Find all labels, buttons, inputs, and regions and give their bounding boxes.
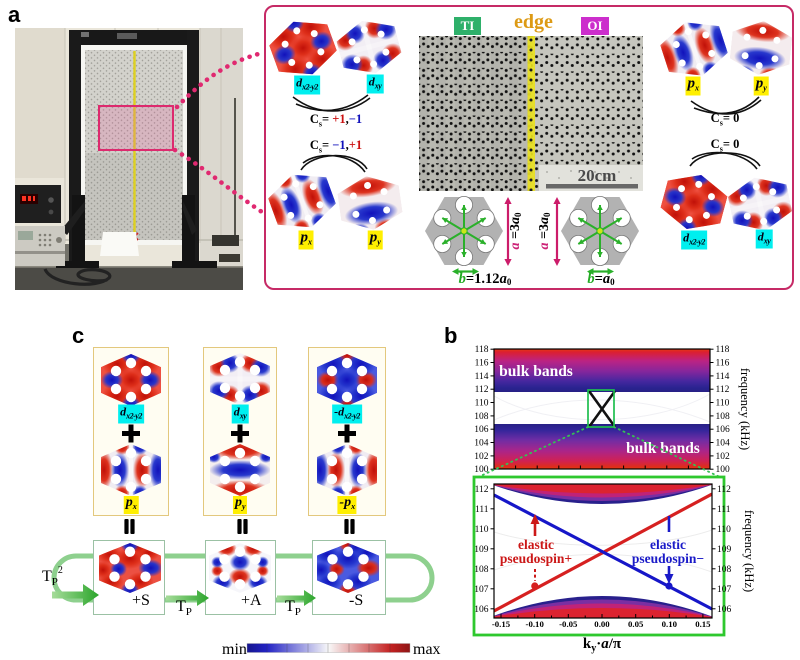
svg-text:0.10: 0.10 bbox=[662, 619, 678, 629]
svg-text:106: 106 bbox=[716, 425, 731, 435]
svg-text:bulk bands: bulk bands bbox=[626, 440, 700, 457]
svg-text:a =3a0: a =3a0 bbox=[537, 212, 552, 249]
svg-text:frequency (kHz): frequency (kHz) bbox=[742, 510, 756, 592]
svg-text:107: 107 bbox=[474, 585, 489, 595]
svg-text:111: 111 bbox=[475, 505, 489, 515]
svg-text:110: 110 bbox=[475, 525, 489, 535]
svg-text:pseudospin−: pseudospin− bbox=[632, 551, 704, 566]
svg-text:106: 106 bbox=[717, 605, 732, 615]
svg-text:elastic: elastic bbox=[650, 537, 686, 552]
svg-text:0.05: 0.05 bbox=[628, 619, 644, 629]
svg-text:104: 104 bbox=[716, 439, 731, 449]
svg-text:108: 108 bbox=[474, 565, 489, 575]
svg-text:112: 112 bbox=[716, 385, 730, 395]
svg-text:104: 104 bbox=[474, 439, 489, 449]
svg-text:107: 107 bbox=[717, 585, 732, 595]
svg-text:106: 106 bbox=[474, 605, 489, 615]
svg-text:114: 114 bbox=[716, 372, 730, 382]
svg-text:frequency (kHz): frequency (kHz) bbox=[738, 368, 752, 450]
svg-text:118: 118 bbox=[716, 345, 730, 355]
svg-text:100: 100 bbox=[474, 465, 489, 475]
svg-text:0.00: 0.00 bbox=[594, 619, 610, 629]
svg-text:ky·a/π: ky·a/π bbox=[583, 636, 622, 654]
svg-text:b=1.12a0: b=1.12a0 bbox=[459, 271, 512, 287]
svg-text:110: 110 bbox=[717, 525, 731, 535]
svg-text:100: 100 bbox=[716, 465, 731, 475]
svg-text:-0.10: -0.10 bbox=[526, 619, 545, 629]
svg-text:elastic: elastic bbox=[518, 537, 554, 552]
svg-text:102: 102 bbox=[474, 452, 489, 462]
svg-text:112: 112 bbox=[475, 385, 489, 395]
svg-text:108: 108 bbox=[474, 412, 489, 422]
svg-text:108: 108 bbox=[716, 412, 731, 422]
svg-text:109: 109 bbox=[474, 545, 489, 555]
svg-text:108: 108 bbox=[717, 565, 732, 575]
svg-text:114: 114 bbox=[475, 372, 489, 382]
svg-text:110: 110 bbox=[475, 399, 489, 409]
svg-text:20cm: 20cm bbox=[578, 166, 617, 185]
svg-text:118: 118 bbox=[475, 345, 489, 355]
svg-text:bulk bands: bulk bands bbox=[499, 363, 573, 380]
svg-text:111: 111 bbox=[717, 505, 731, 515]
svg-text:pseudospin+: pseudospin+ bbox=[500, 551, 572, 566]
svg-text:112: 112 bbox=[717, 485, 731, 495]
svg-text:0.15: 0.15 bbox=[695, 619, 711, 629]
svg-text:-0.05: -0.05 bbox=[559, 619, 578, 629]
svg-text:106: 106 bbox=[474, 425, 489, 435]
svg-text:102: 102 bbox=[716, 452, 731, 462]
svg-text:a =3a0: a =3a0 bbox=[508, 212, 523, 249]
svg-text:116: 116 bbox=[475, 359, 489, 369]
svg-text:112: 112 bbox=[475, 485, 489, 495]
svg-text:116: 116 bbox=[716, 359, 730, 369]
svg-text:109: 109 bbox=[717, 545, 732, 555]
svg-text:110: 110 bbox=[716, 399, 730, 409]
svg-text:-0.15: -0.15 bbox=[492, 619, 511, 629]
svg-text:b=a0: b=a0 bbox=[587, 271, 615, 287]
